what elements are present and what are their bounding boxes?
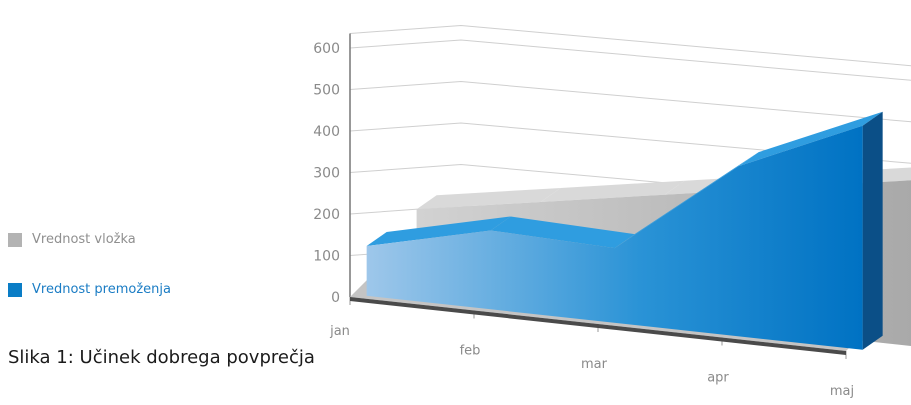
area-top-segment [738,111,883,167]
area-top-segment [416,187,561,210]
area-face [366,125,863,350]
y-tick-label: 500 [313,83,340,99]
series-vrednost-premozenja [366,111,883,350]
area-top-segment [366,216,511,246]
series-areas [366,111,911,350]
x-tick-label: jan [329,324,350,339]
legend-swatch-blue [8,282,22,297]
x-tick-label: feb [460,344,481,359]
area-top-segment [490,216,635,249]
y-tick-label: 400 [313,124,340,140]
area-top-segment [540,180,685,202]
y-tick-label: 100 [313,249,340,265]
gridline [349,80,911,123]
gridline-top [349,24,911,67]
y-tick-label: 0 [331,290,340,306]
floor-front-edge [350,297,846,355]
legend-label: Vrednost vložka [32,232,136,247]
figure-caption: Slika 1: Učinek dobrega povprečja [8,347,315,368]
area-side-face [862,111,883,350]
tick-labels: 0 100 200 300 400 500 600 jan feb mar apr maj [313,41,854,399]
y-tick-label: 200 [313,207,340,223]
area-top-segment [614,152,759,249]
y-tick-label: 600 [313,41,340,57]
x-tick-label: maj [830,384,854,399]
x-tick-label: apr [707,371,729,386]
y-tick-label: 300 [313,166,340,182]
legend-label: Vrednost premoženja [32,282,171,297]
legend-swatch-grey [8,232,22,247]
gridline [349,39,911,81]
legend-item-vrednost-vlozka: Vrednost vložka [8,232,136,247]
x-tick-label: mar [581,357,608,372]
legend-item-vrednost-premozenja: Vrednost premoženja [8,282,171,297]
